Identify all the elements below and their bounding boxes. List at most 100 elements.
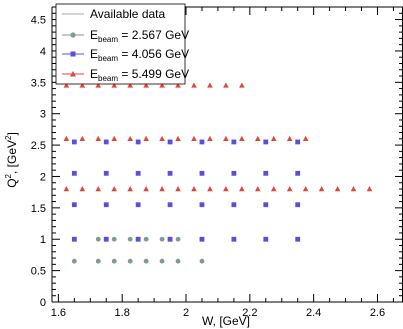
legend-label-5499: Ebeam = 5.499 GeV: [90, 67, 189, 83]
data-point-square: [167, 202, 173, 208]
legend-marker-triangle: [70, 71, 76, 77]
y-tick-label: 4: [40, 46, 46, 58]
data-point-triangle: [318, 186, 325, 192]
data-point-square: [263, 139, 269, 145]
y-axis-title-unit-sup: 2: [4, 135, 13, 140]
data-point-square: [135, 236, 141, 242]
data-point-triangle: [255, 135, 261, 142]
data-point-circle: [71, 258, 77, 264]
data-point-triangle: [350, 186, 357, 192]
data-point-square: [295, 236, 301, 242]
data-point-triangle: [334, 186, 341, 192]
y-tick-label: 1: [40, 234, 46, 246]
data-point-triangle: [270, 135, 277, 142]
data-point-triangle: [175, 135, 181, 142]
data-point-triangle: [143, 82, 149, 88]
data-point-square: [71, 170, 77, 176]
data-point-square: [135, 170, 141, 176]
data-point-square: [103, 170, 109, 176]
y-axis-title: Q2, [GeV2]: [4, 132, 19, 188]
data-point-triangle: [143, 186, 149, 192]
data-point-square: [71, 139, 77, 145]
data-point-triangle: [95, 135, 102, 142]
data-point-square: [199, 170, 205, 176]
data-point-square: [295, 202, 301, 208]
data-point-circle: [175, 236, 181, 242]
data-point-triangle: [207, 186, 213, 192]
data-point-triangle: [111, 186, 118, 192]
y-tick-label: 2: [40, 171, 46, 183]
legend-marker-square: [70, 51, 76, 57]
data-point-triangle: [63, 135, 70, 142]
data-point-square: [295, 139, 301, 145]
y-axis: 0 0.5 1 1.5 2 2.5 3 3.5 4 4.5: [31, 6, 403, 309]
y-axis-title-sup: 2: [4, 173, 13, 178]
y-axis-title-end: ]: [5, 132, 19, 135]
legend: Available data Ebeam = 2.567 GeV Ebeam =…: [55, 3, 189, 85]
data-point-triangle: [286, 135, 293, 142]
svg-text:Q2, [GeV2]: Q2, [GeV2]: [4, 132, 19, 188]
data-point-circle: [159, 258, 165, 264]
data-point-triangle: [191, 135, 197, 142]
x-tick-label: 1.8: [115, 307, 130, 319]
data-point-circle: [95, 258, 101, 264]
data-point-square: [199, 202, 205, 208]
x-axis-title: W, [GeV]: [202, 314, 250, 328]
data-point-triangle: [175, 82, 181, 88]
data-point-triangle: [63, 186, 70, 192]
data-point-triangle: [79, 135, 86, 142]
data-points: [63, 82, 373, 264]
legend-marker-circle: [70, 32, 76, 38]
data-point-triangle: [270, 186, 277, 192]
x-tick-label: 2.6: [370, 307, 385, 319]
data-point-square: [103, 236, 109, 242]
y-axis-title-unit: , [GeV: [5, 140, 19, 174]
data-point-triangle: [143, 135, 149, 142]
legend-box: [55, 3, 186, 85]
data-point-circle: [111, 236, 117, 242]
data-point-square: [199, 236, 205, 242]
data-point-square: [167, 170, 173, 176]
x-tick-label: 2.2: [242, 307, 257, 319]
data-point-square: [71, 236, 77, 242]
x-tick-label: 2: [183, 307, 189, 319]
data-point-triangle: [175, 186, 181, 192]
data-point-triangle: [223, 186, 229, 192]
y-tick-label: 1.5: [31, 203, 46, 215]
data-point-square: [263, 170, 269, 176]
data-point-square: [167, 139, 173, 145]
data-point-circle: [199, 258, 205, 264]
data-point-triangle: [159, 135, 165, 142]
legend-label-4056: Ebeam = 4.056 GeV: [90, 47, 189, 63]
data-point-triangle: [127, 186, 133, 192]
y-tick-label: 0: [40, 297, 46, 309]
data-point-triangle: [223, 135, 229, 142]
data-point-triangle: [127, 135, 133, 142]
data-point-triangle: [302, 135, 309, 142]
data-point-circle: [95, 236, 101, 242]
data-point-triangle: [159, 82, 165, 88]
data-point-triangle: [191, 186, 197, 192]
data-point-triangle: [302, 186, 309, 192]
y-tick-label: 3: [40, 109, 46, 121]
x-tick-label: 2.4: [306, 307, 321, 319]
data-point-square: [231, 202, 237, 208]
data-point-triangle: [159, 186, 165, 192]
data-point-square: [295, 170, 301, 176]
data-point-square: [135, 139, 141, 145]
data-point-triangle: [239, 82, 245, 88]
legend-available-label: Available data: [90, 7, 165, 21]
data-point-square: [263, 202, 269, 208]
data-point-square: [103, 202, 109, 208]
y-axis-title-main: Q: [5, 178, 19, 187]
data-point-triangle: [95, 186, 102, 192]
data-point-square: [231, 139, 237, 145]
data-point-triangle: [223, 82, 229, 88]
data-point-triangle: [111, 82, 118, 88]
data-point-square: [231, 170, 237, 176]
data-point-triangle: [255, 186, 261, 192]
data-point-square: [231, 236, 237, 242]
legend-label-2567: Ebeam = 2.567 GeV: [90, 28, 189, 44]
y-tick-label: 0.5: [31, 266, 46, 278]
